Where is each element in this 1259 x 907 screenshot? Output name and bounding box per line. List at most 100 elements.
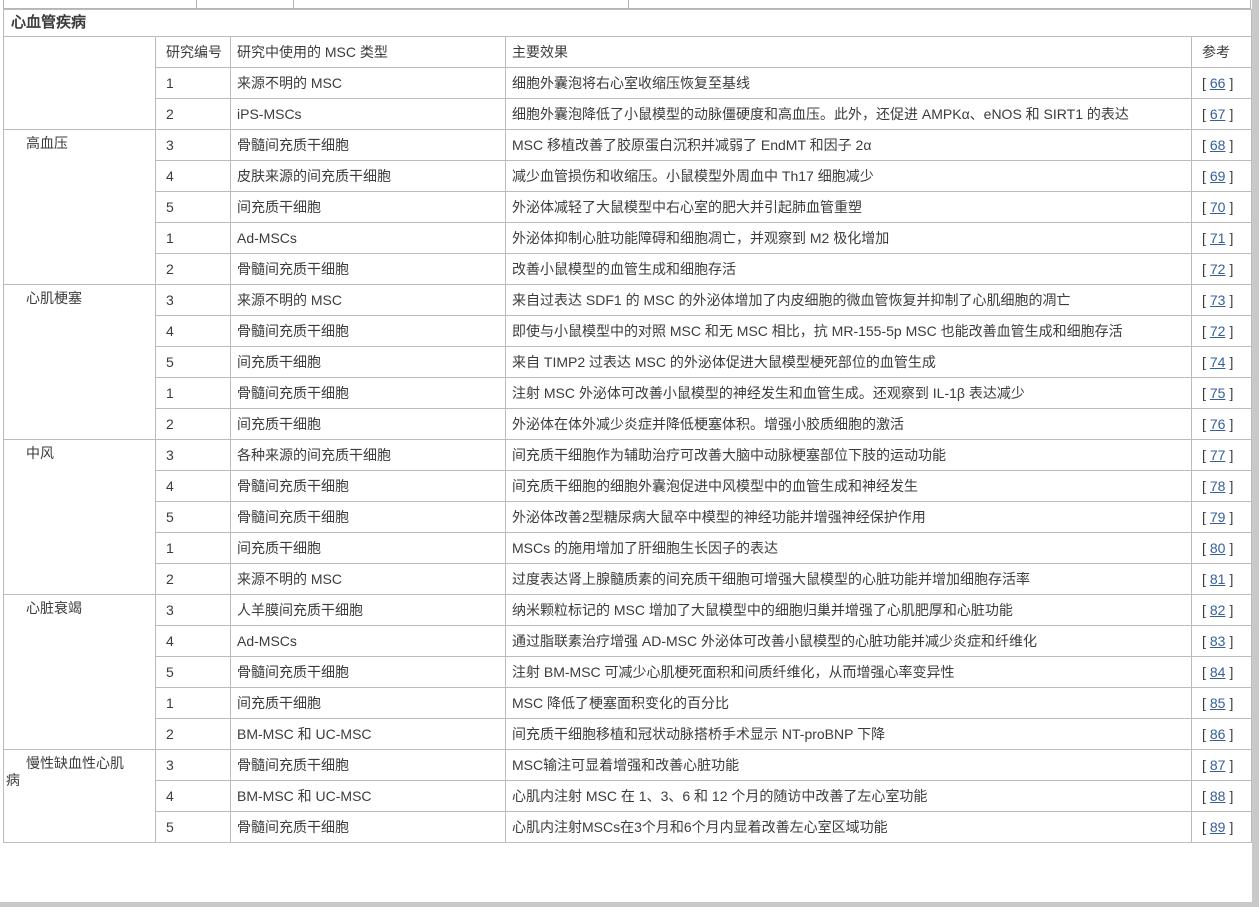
effect-cell: 注射 BM-MSC 可减少心肌梗死面积和间质纤维化，从而增强心率变异性 xyxy=(505,656,1192,688)
study-no-cell: 1 xyxy=(155,67,231,99)
msc-type-cell: 骨髓间充质干细胞 xyxy=(230,470,506,502)
ref-bracket-open: [ xyxy=(1202,478,1206,494)
msc-type-cell: 间充质干细胞 xyxy=(230,191,506,223)
ref-bracket-open: [ xyxy=(1202,757,1206,773)
ref-bracket-close: ] xyxy=(1229,106,1234,122)
reference-link[interactable]: 73 xyxy=(1209,292,1226,308)
reference-link[interactable]: 70 xyxy=(1209,199,1226,215)
effect-cell: 注射 MSC 外泌体可改善小鼠模型的神经发生和血管生成。还观察到 IL-1β 表… xyxy=(505,377,1192,409)
msc-type-cell: 骨髓间充质干细胞 xyxy=(230,129,506,161)
col-header-msc-type: 研究中使用的 MSC 类型 xyxy=(230,36,506,68)
table-wrapper: 心血管疾病 研究编号 研究中使用的 MSC 类型 主要效果 参考 1 来源不明的 … xyxy=(2,9,1253,843)
table-row: 1 间充质干细胞 MSCs 的施用增加了肝细胞生长因子的表达[80] xyxy=(4,532,1253,564)
ref-cell: [87] xyxy=(1190,749,1253,781)
msc-type-cell: 骨髓间充质干细胞 xyxy=(230,656,506,688)
effect-cell: 外泌体抑制心脏功能障碍和细胞凋亡，并观察到 M2 极化增加 xyxy=(505,222,1192,254)
section-title: 心血管疾病 xyxy=(2,9,1253,37)
study-no-cell: 3 xyxy=(155,594,231,626)
msc-type-cell: BM-MSC 和 UC-MSC xyxy=(230,780,506,812)
ref-bracket-open: [ xyxy=(1202,199,1206,215)
study-no-cell: 3 xyxy=(155,749,231,781)
reference-link[interactable]: 66 xyxy=(1209,75,1226,91)
reference-link[interactable]: 85 xyxy=(1209,695,1226,711)
study-no-cell: 2 xyxy=(155,253,231,285)
reference-link[interactable]: 81 xyxy=(1209,571,1226,587)
reference-link[interactable]: 83 xyxy=(1209,633,1226,649)
reference-link[interactable]: 74 xyxy=(1209,354,1226,370)
reference-link[interactable]: 75 xyxy=(1209,385,1226,401)
ref-cell: [69] xyxy=(1190,160,1253,192)
table-row: 4 骨髓间充质干细胞 即使与小鼠模型中的对照 MSC 和无 MSC 相比，抗 MR-… xyxy=(4,315,1253,347)
stub-divider xyxy=(628,0,629,8)
study-no-cell: 1 xyxy=(155,222,231,254)
table-row: 1 Ad-MSCs 外泌体抑制心脏功能障碍和细胞凋亡，并观察到 M2 极化增加[71… xyxy=(4,222,1253,254)
ref-cell: [86] xyxy=(1190,718,1253,750)
study-no-cell: 4 xyxy=(155,315,231,347)
ref-bracket-close: ] xyxy=(1229,819,1234,835)
ref-bracket-close: ] xyxy=(1229,416,1234,432)
reference-link[interactable]: 86 xyxy=(1209,726,1226,742)
ref-bracket-close: ] xyxy=(1229,478,1234,494)
msc-type-cell: 骨髓间充质干细胞 xyxy=(230,501,506,533)
ref-bracket-open: [ xyxy=(1202,602,1206,618)
study-no-cell: 2 xyxy=(155,408,231,440)
ref-cell: [72] xyxy=(1190,253,1253,285)
msc-type-cell: iPS-MSCs xyxy=(230,98,506,130)
previous-table-bottom-edge xyxy=(3,0,1251,9)
ref-cell: [78] xyxy=(1190,470,1253,502)
ref-cell: [79] xyxy=(1190,501,1253,533)
table-row: 高血压 3 骨髓间充质干细胞 MSC 移植改善了胶原蛋白沉积并减弱了 EndMT 和因… xyxy=(3,129,1253,285)
ref-bracket-open: [ xyxy=(1202,137,1206,153)
effect-cell: MSC 降低了梗塞面积变化的百分比 xyxy=(505,687,1192,719)
reference-link[interactable]: 72 xyxy=(1209,323,1226,339)
reference-link[interactable]: 88 xyxy=(1209,788,1226,804)
ref-bracket-close: ] xyxy=(1229,199,1234,215)
scrollbar-horizontal[interactable] xyxy=(0,902,1259,907)
msc-type-cell: 骨髓间充质干细胞 xyxy=(230,315,506,347)
ref-bracket-close: ] xyxy=(1229,137,1234,153)
ref-bracket-open: [ xyxy=(1202,261,1206,277)
study-no-cell: 4 xyxy=(155,470,231,502)
reference-link[interactable]: 67 xyxy=(1209,106,1226,122)
reference-link[interactable]: 71 xyxy=(1209,230,1226,246)
reference-link[interactable]: 87 xyxy=(1209,757,1226,773)
reference-link[interactable]: 77 xyxy=(1209,447,1226,463)
reference-link[interactable]: 82 xyxy=(1209,602,1226,618)
ref-cell: [89] xyxy=(1190,811,1253,843)
disease-cell: 心肌梗塞 xyxy=(3,284,156,440)
table-row: 2 BM-MSC 和 UC-MSC 间充质干细胞移植和冠状动脉搭桥手术显示 NT-p… xyxy=(4,718,1253,750)
msc-type-cell: 各种来源的间充质干细胞 xyxy=(230,439,506,471)
scrollbar-vertical[interactable] xyxy=(1252,0,1259,907)
disease-cell: 心脏衰竭 xyxy=(3,594,156,750)
ref-cell: [85] xyxy=(1190,687,1253,719)
effect-cell: 间充质干细胞移植和冠状动脉搭桥手术显示 NT-proBNP 下降 xyxy=(505,718,1192,750)
msc-type-cell: 来源不明的 MSC xyxy=(230,67,506,99)
reference-link[interactable]: 78 xyxy=(1209,478,1226,494)
ref-bracket-close: ] xyxy=(1229,447,1234,463)
reference-link[interactable]: 84 xyxy=(1209,664,1226,680)
reference-link[interactable]: 69 xyxy=(1209,168,1226,184)
reference-link[interactable]: 89 xyxy=(1209,819,1226,835)
reference-link[interactable]: 79 xyxy=(1209,509,1226,525)
effect-cell: 通过脂联素治疗增强 AD-MSC 外泌体可改善小鼠模型的心脏功能并减少炎症和纤维… xyxy=(505,625,1192,657)
table-row: 4 BM-MSC 和 UC-MSC 心肌内注射 MSC 在 1、3、6 和 12 个… xyxy=(4,780,1253,812)
table-row: 4 皮肤来源的间充质干细胞 减少血管损伤和收缩压。小鼠模型外周血中 Th17 细胞减… xyxy=(4,160,1253,192)
ref-bracket-open: [ xyxy=(1202,447,1206,463)
reference-link[interactable]: 72 xyxy=(1209,261,1226,277)
reference-link[interactable]: 76 xyxy=(1209,416,1226,432)
table-row: 1 来源不明的 MSC 细胞外囊泡将右心室收缩压恢复至基线[66] xyxy=(4,67,1253,99)
study-no-cell: 5 xyxy=(155,501,231,533)
reference-link[interactable]: 68 xyxy=(1209,137,1226,153)
reference-link[interactable]: 80 xyxy=(1209,540,1226,556)
ref-bracket-close: ] xyxy=(1229,292,1234,308)
ref-bracket-open: [ xyxy=(1202,106,1206,122)
ref-cell: [67] xyxy=(1190,98,1253,130)
effect-cell: 细胞外囊泡降低了小鼠模型的动脉僵硬度和高血压。此外，还促进 AMPKα、eNOS… xyxy=(505,98,1192,130)
ref-bracket-open: [ xyxy=(1202,416,1206,432)
stub-divider xyxy=(293,0,294,8)
ref-cell: [84] xyxy=(1190,656,1253,688)
ref-cell: [75] xyxy=(1190,377,1253,409)
table-row: 中风 3 各种来源的间充质干细胞 间充质干细胞作为辅助治疗可改善大脑中动脉梗塞部位下肢… xyxy=(3,439,1253,595)
ref-bracket-close: ] xyxy=(1229,695,1234,711)
